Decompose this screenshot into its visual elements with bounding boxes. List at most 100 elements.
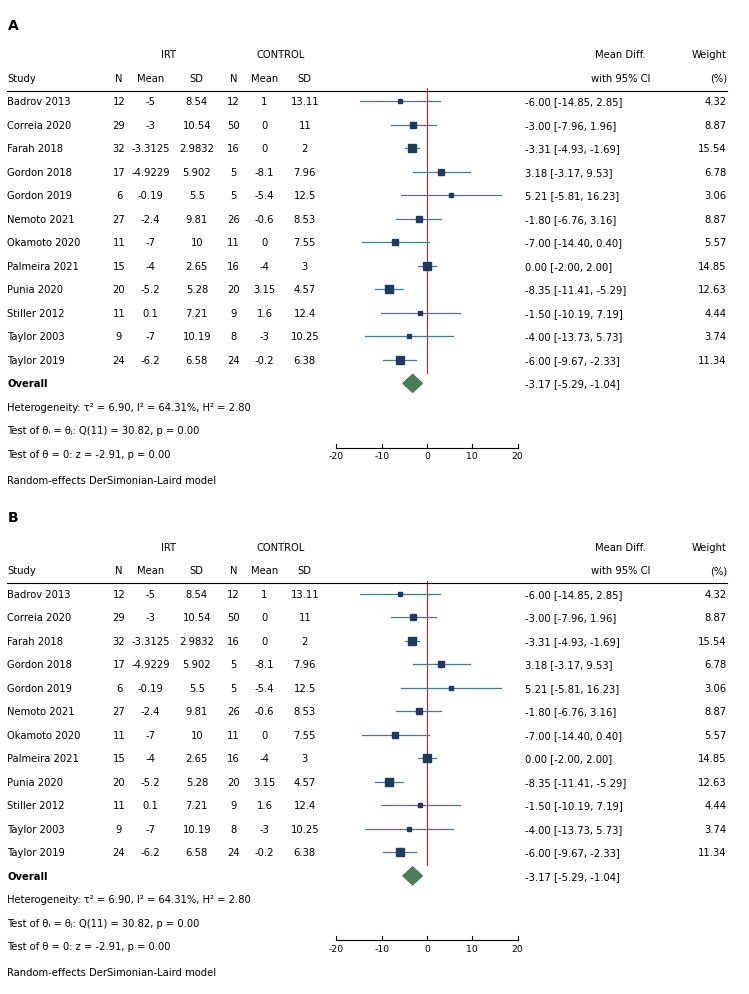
Text: -5: -5: [145, 97, 156, 107]
Text: SD: SD: [189, 74, 204, 83]
Text: Mean: Mean: [137, 74, 164, 83]
Text: 24: 24: [113, 848, 125, 858]
Text: 10: 10: [190, 731, 203, 741]
Text: Correia 2020: Correia 2020: [7, 612, 72, 622]
Text: -1.50 [-10.19, 7.19]: -1.50 [-10.19, 7.19]: [525, 800, 622, 810]
Text: 6.78: 6.78: [705, 168, 727, 178]
Text: 8.54: 8.54: [186, 589, 208, 599]
Text: 11: 11: [112, 800, 125, 810]
Text: 8.53: 8.53: [294, 707, 316, 717]
Text: 6.38: 6.38: [294, 356, 316, 366]
Text: Weight: Weight: [692, 543, 727, 553]
Text: 9: 9: [231, 308, 237, 318]
Text: -7: -7: [145, 824, 156, 834]
Text: Gordon 2018: Gordon 2018: [7, 660, 73, 670]
Text: 10.25: 10.25: [291, 332, 319, 342]
Text: -5: -5: [145, 589, 156, 599]
Text: -10: -10: [374, 452, 389, 461]
Text: -5.4: -5.4: [255, 191, 274, 201]
Text: Okamoto 2020: Okamoto 2020: [7, 731, 81, 741]
Text: 11: 11: [227, 239, 240, 248]
Text: Punia 2020: Punia 2020: [7, 285, 64, 295]
Text: 4.32: 4.32: [705, 589, 727, 599]
Text: -5.4: -5.4: [255, 683, 274, 693]
Text: 0: 0: [424, 452, 430, 461]
Text: -6.2: -6.2: [141, 848, 160, 858]
Text: 5: 5: [231, 168, 237, 178]
Text: 10: 10: [467, 452, 478, 461]
Text: Badrov 2013: Badrov 2013: [7, 589, 71, 599]
Text: Taylor 2019: Taylor 2019: [7, 356, 65, 366]
Text: -7.00 [-14.40, 0.40]: -7.00 [-14.40, 0.40]: [525, 239, 622, 248]
Text: 5.5: 5.5: [189, 191, 205, 201]
Text: -0.6: -0.6: [255, 215, 274, 225]
Text: -3.3125: -3.3125: [131, 636, 170, 646]
Text: 14.85: 14.85: [698, 261, 727, 271]
Text: 11: 11: [112, 308, 125, 318]
Text: 11.34: 11.34: [698, 356, 727, 366]
Text: -0.2: -0.2: [255, 356, 274, 366]
Text: Study: Study: [7, 74, 36, 83]
Text: 10: 10: [190, 239, 203, 248]
Text: 8.87: 8.87: [705, 215, 727, 225]
Text: 3.15: 3.15: [253, 285, 276, 295]
Text: 12: 12: [112, 589, 125, 599]
Text: -1.80 [-6.76, 3.16]: -1.80 [-6.76, 3.16]: [525, 707, 616, 717]
Text: 5: 5: [231, 660, 237, 670]
Text: 3.18 [-3.17, 9.53]: 3.18 [-3.17, 9.53]: [525, 660, 613, 670]
Text: Test of θ = 0: z = -2.91, p = 0.00: Test of θ = 0: z = -2.91, p = 0.00: [7, 449, 171, 459]
Text: Farah 2018: Farah 2018: [7, 144, 64, 154]
Text: 5.21 [-5.81, 16.23]: 5.21 [-5.81, 16.23]: [525, 191, 619, 201]
Text: 6.78: 6.78: [705, 660, 727, 670]
Text: 20: 20: [512, 944, 524, 953]
Text: 12.63: 12.63: [698, 285, 727, 295]
Text: 0: 0: [261, 731, 267, 741]
Text: Overall: Overall: [7, 871, 48, 881]
Text: 16: 16: [227, 144, 240, 154]
Text: 12.63: 12.63: [698, 777, 727, 787]
Text: 20: 20: [227, 777, 240, 787]
Text: Taylor 2003: Taylor 2003: [7, 332, 65, 342]
Text: Okamoto 2020: Okamoto 2020: [7, 239, 81, 248]
Text: Stiller 2012: Stiller 2012: [7, 800, 65, 810]
Text: with 95% CI: with 95% CI: [591, 566, 650, 576]
Text: -2.4: -2.4: [141, 707, 160, 717]
Text: 12.4: 12.4: [294, 308, 316, 318]
Text: -3.31 [-4.93, -1.69]: -3.31 [-4.93, -1.69]: [525, 144, 619, 154]
Text: 5.902: 5.902: [183, 660, 211, 670]
Text: Mean Diff.: Mean Diff.: [595, 51, 646, 61]
Text: 5.57: 5.57: [705, 239, 727, 248]
Text: 29: 29: [112, 612, 125, 622]
Text: 2: 2: [302, 636, 308, 646]
Text: 14.85: 14.85: [698, 753, 727, 763]
Text: -7: -7: [145, 332, 156, 342]
Text: 13.11: 13.11: [291, 97, 319, 107]
Text: -5.2: -5.2: [141, 285, 160, 295]
Text: -2.4: -2.4: [141, 215, 160, 225]
Text: 12: 12: [112, 97, 125, 107]
Text: 1.6: 1.6: [256, 308, 273, 318]
Text: 7.96: 7.96: [294, 168, 316, 178]
Text: 9.81: 9.81: [186, 215, 208, 225]
Text: 8: 8: [231, 824, 237, 834]
Text: 12.5: 12.5: [294, 191, 316, 201]
Text: with 95% CI: with 95% CI: [591, 74, 650, 83]
Text: N: N: [115, 74, 123, 83]
Polygon shape: [403, 375, 422, 393]
Text: -8.1: -8.1: [255, 660, 274, 670]
Text: -4.00 [-13.73, 5.73]: -4.00 [-13.73, 5.73]: [525, 824, 622, 834]
Text: Punia 2020: Punia 2020: [7, 777, 64, 787]
Text: -0.19: -0.19: [138, 683, 163, 693]
Text: Gordon 2019: Gordon 2019: [7, 191, 73, 201]
Text: 0.1: 0.1: [143, 800, 159, 810]
Text: 24: 24: [227, 848, 240, 858]
Text: 10.19: 10.19: [183, 824, 211, 834]
Text: 8.87: 8.87: [705, 612, 727, 622]
Text: 0: 0: [261, 612, 267, 622]
Text: -3: -3: [259, 824, 270, 834]
Text: 2.65: 2.65: [186, 261, 208, 271]
Text: 0.00 [-2.00, 2.00]: 0.00 [-2.00, 2.00]: [525, 261, 612, 271]
Text: -7.00 [-14.40, 0.40]: -7.00 [-14.40, 0.40]: [525, 731, 622, 741]
Text: 5.28: 5.28: [186, 777, 208, 787]
Text: -3.17 [-5.29, -1.04]: -3.17 [-5.29, -1.04]: [525, 871, 620, 881]
